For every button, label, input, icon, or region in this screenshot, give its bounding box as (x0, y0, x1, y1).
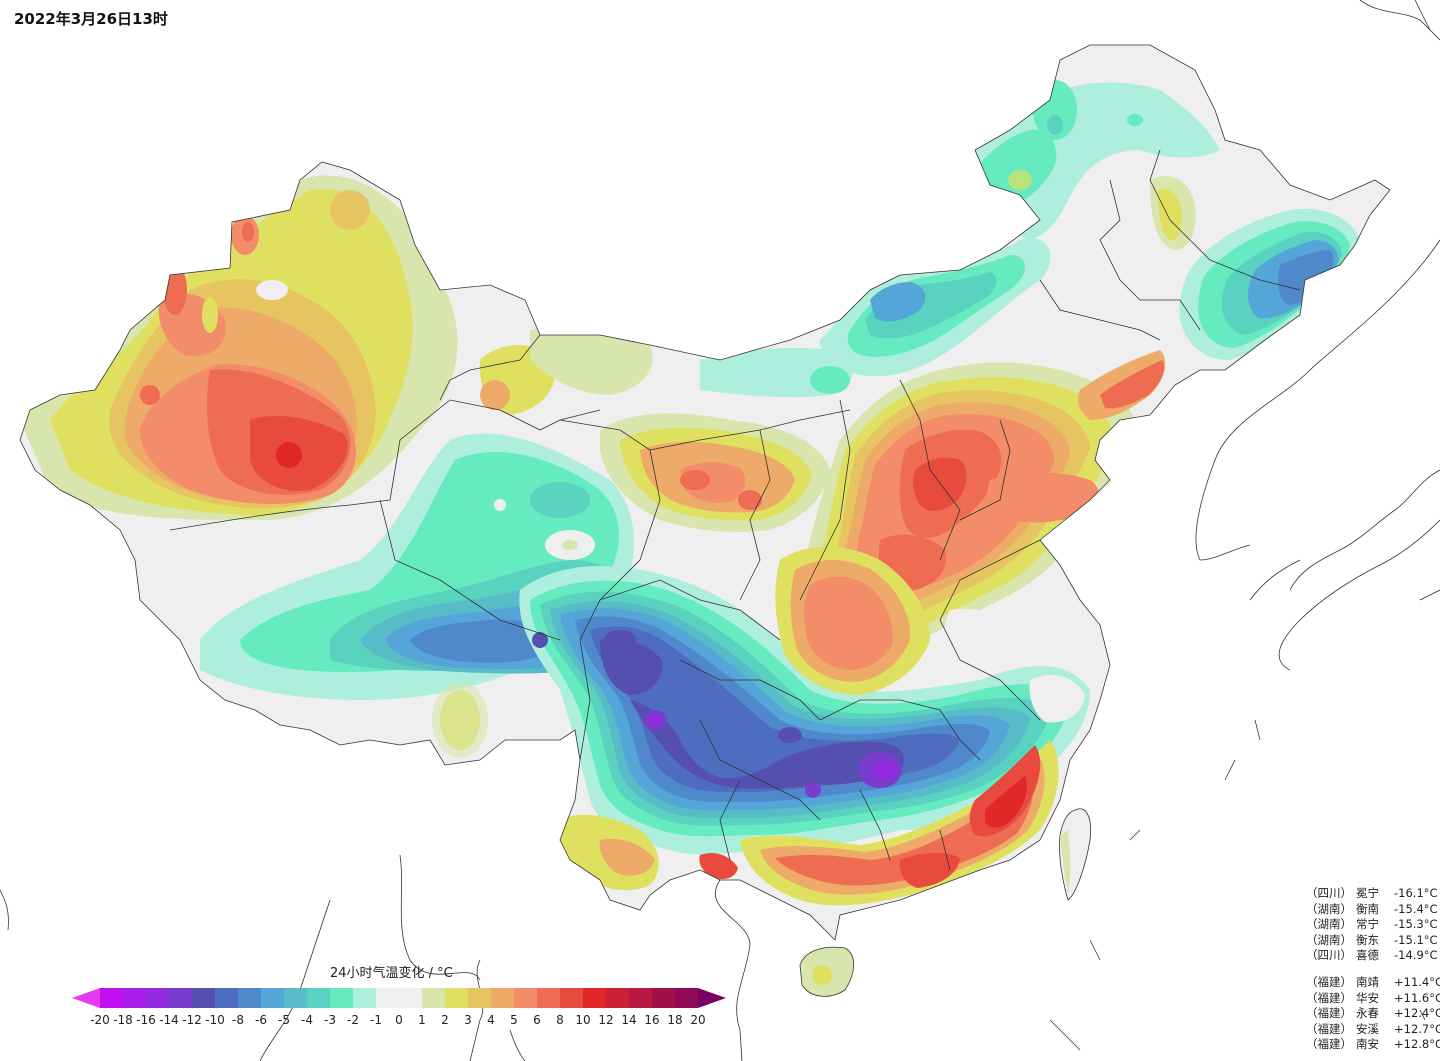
colorbar-tick-label: 6 (533, 1013, 541, 1027)
colorbar-swatch (215, 988, 238, 1008)
colorbar-tick-label: -16 (136, 1013, 156, 1027)
colorbar-tick-label: -6 (255, 1013, 267, 1027)
colorbar-tick-label: 8 (556, 1013, 564, 1027)
colorbar-tick-label: -12 (182, 1013, 202, 1027)
colorbar-swatch (491, 988, 514, 1008)
map-title: 2022年3月26日13时 (14, 10, 168, 28)
station-row: （福建） 安溪 +12.7°C (1306, 1021, 1440, 1036)
colorbar-swatch (238, 988, 261, 1008)
colorbar-swatch (675, 988, 698, 1008)
station-row: （湖南） 常宁 -15.3°C (1306, 917, 1438, 931)
colorbar-tick-label: -4 (301, 1013, 313, 1027)
colorbar-swatch (514, 988, 537, 1008)
station-row: （福建） 南靖 +11.4°C (1306, 975, 1440, 989)
colorbar-swatch (192, 988, 215, 1008)
colorbar-tick-label: -5 (278, 1013, 290, 1027)
colorbar-swatch (169, 988, 192, 1008)
colorbar-tick-label: -20 (90, 1013, 110, 1027)
colorbar-swatch (399, 988, 422, 1008)
station-row: （四川） 喜德 -14.9°C (1306, 948, 1438, 962)
colorbar-swatch (537, 988, 560, 1008)
colorbar-swatch (606, 988, 629, 1008)
station-row: （福建） 永春 +12.4°C (1306, 1006, 1440, 1020)
colorbar-swatch (307, 988, 330, 1008)
colorbar-swatch (560, 988, 583, 1008)
colorbar-swatch (146, 988, 169, 1008)
station-row: （福建） 华安 +11.6°C (1306, 990, 1440, 1005)
colorbar-tick-label: 2 (441, 1013, 449, 1027)
warmest-stations-list: （福建） 南靖 +11.4°C （福建） 华安 +11.6°C （福建） 永春 +12.4°… (1306, 975, 1440, 1053)
colorbar-swatch (100, 988, 123, 1008)
station-row: （湖南） 衡东 -15.1°C (1306, 932, 1438, 947)
colorbar-tick-label: 1 (418, 1013, 426, 1027)
colorbar-tick-label: 12 (598, 1013, 614, 1027)
colorbar-swatch (445, 988, 468, 1008)
colorbar-swatch (123, 988, 146, 1008)
colorbar-swatch (284, 988, 307, 1008)
colorbar-swatch (353, 988, 376, 1008)
colorbar-tick-label: 20 (690, 1013, 706, 1027)
colorbar-tick-label: 16 (644, 1013, 660, 1027)
colorbar-tick-label: -18 (113, 1013, 133, 1027)
station-row: （湖南） 衡南 -15.4°C (1306, 901, 1438, 916)
colorbar-tick-label: -2 (347, 1013, 359, 1027)
colorbar-swatch (422, 988, 445, 1008)
colorbar-tick-label: -10 (205, 1013, 225, 1027)
colorbar-swatch (376, 988, 399, 1008)
colorbar-title: 24小时气温变化 / °C (330, 966, 453, 981)
colorbar-swatch (468, 988, 491, 1008)
station-row: （四川） 冕宁 -16.1°C (1306, 886, 1438, 900)
station-row: （福建） 南安 +12.8°C (1306, 1037, 1440, 1051)
colorbar-swatch (330, 988, 353, 1008)
colorbar-tick-label: -8 (232, 1013, 244, 1027)
colorbar-swatch (629, 988, 652, 1008)
colorbar-tick-label: 0 (395, 1013, 403, 1027)
colorbar-tick-label: 3 (464, 1013, 472, 1027)
colorbar-tick-label: 4 (487, 1013, 495, 1027)
colorbar-over-arrow (698, 988, 726, 1008)
colorbar-swatch (583, 988, 606, 1008)
colorbar-tick-label: 5 (510, 1013, 518, 1027)
colorbar-tick-label: -1 (370, 1013, 382, 1027)
colorbar-ticks: -20 -18 -16 -14 -12 -10 -8 -6 -5 -4 -3 -2 -1 0 1 2 3 4 5 6 8… (72, 1013, 722, 1029)
colorbar-swatch (652, 988, 675, 1008)
coldest-stations-list: （四川） 冕宁 -16.1°C （湖南） 衡南 -15.4°C （湖南） 常宁 -15.3°… (1306, 886, 1438, 964)
colorbar-swatch (261, 988, 284, 1008)
colorbar-under-arrow (72, 988, 100, 1008)
colorbar-tick-label: -14 (159, 1013, 179, 1027)
province-borders (19, 44, 1391, 941)
colorbar-tick-label: -3 (324, 1013, 336, 1027)
colorbar-tick-label: 18 (667, 1013, 683, 1027)
colorbar (72, 988, 726, 1008)
colorbar-tick-label: 10 (575, 1013, 591, 1027)
colorbar-tick-label: 14 (621, 1013, 637, 1027)
colorbar-legend: 24小时气温变化 / °C -20 -18 -16 -14 -12 -10 -8 -6 -5 -4… (72, 962, 726, 1032)
